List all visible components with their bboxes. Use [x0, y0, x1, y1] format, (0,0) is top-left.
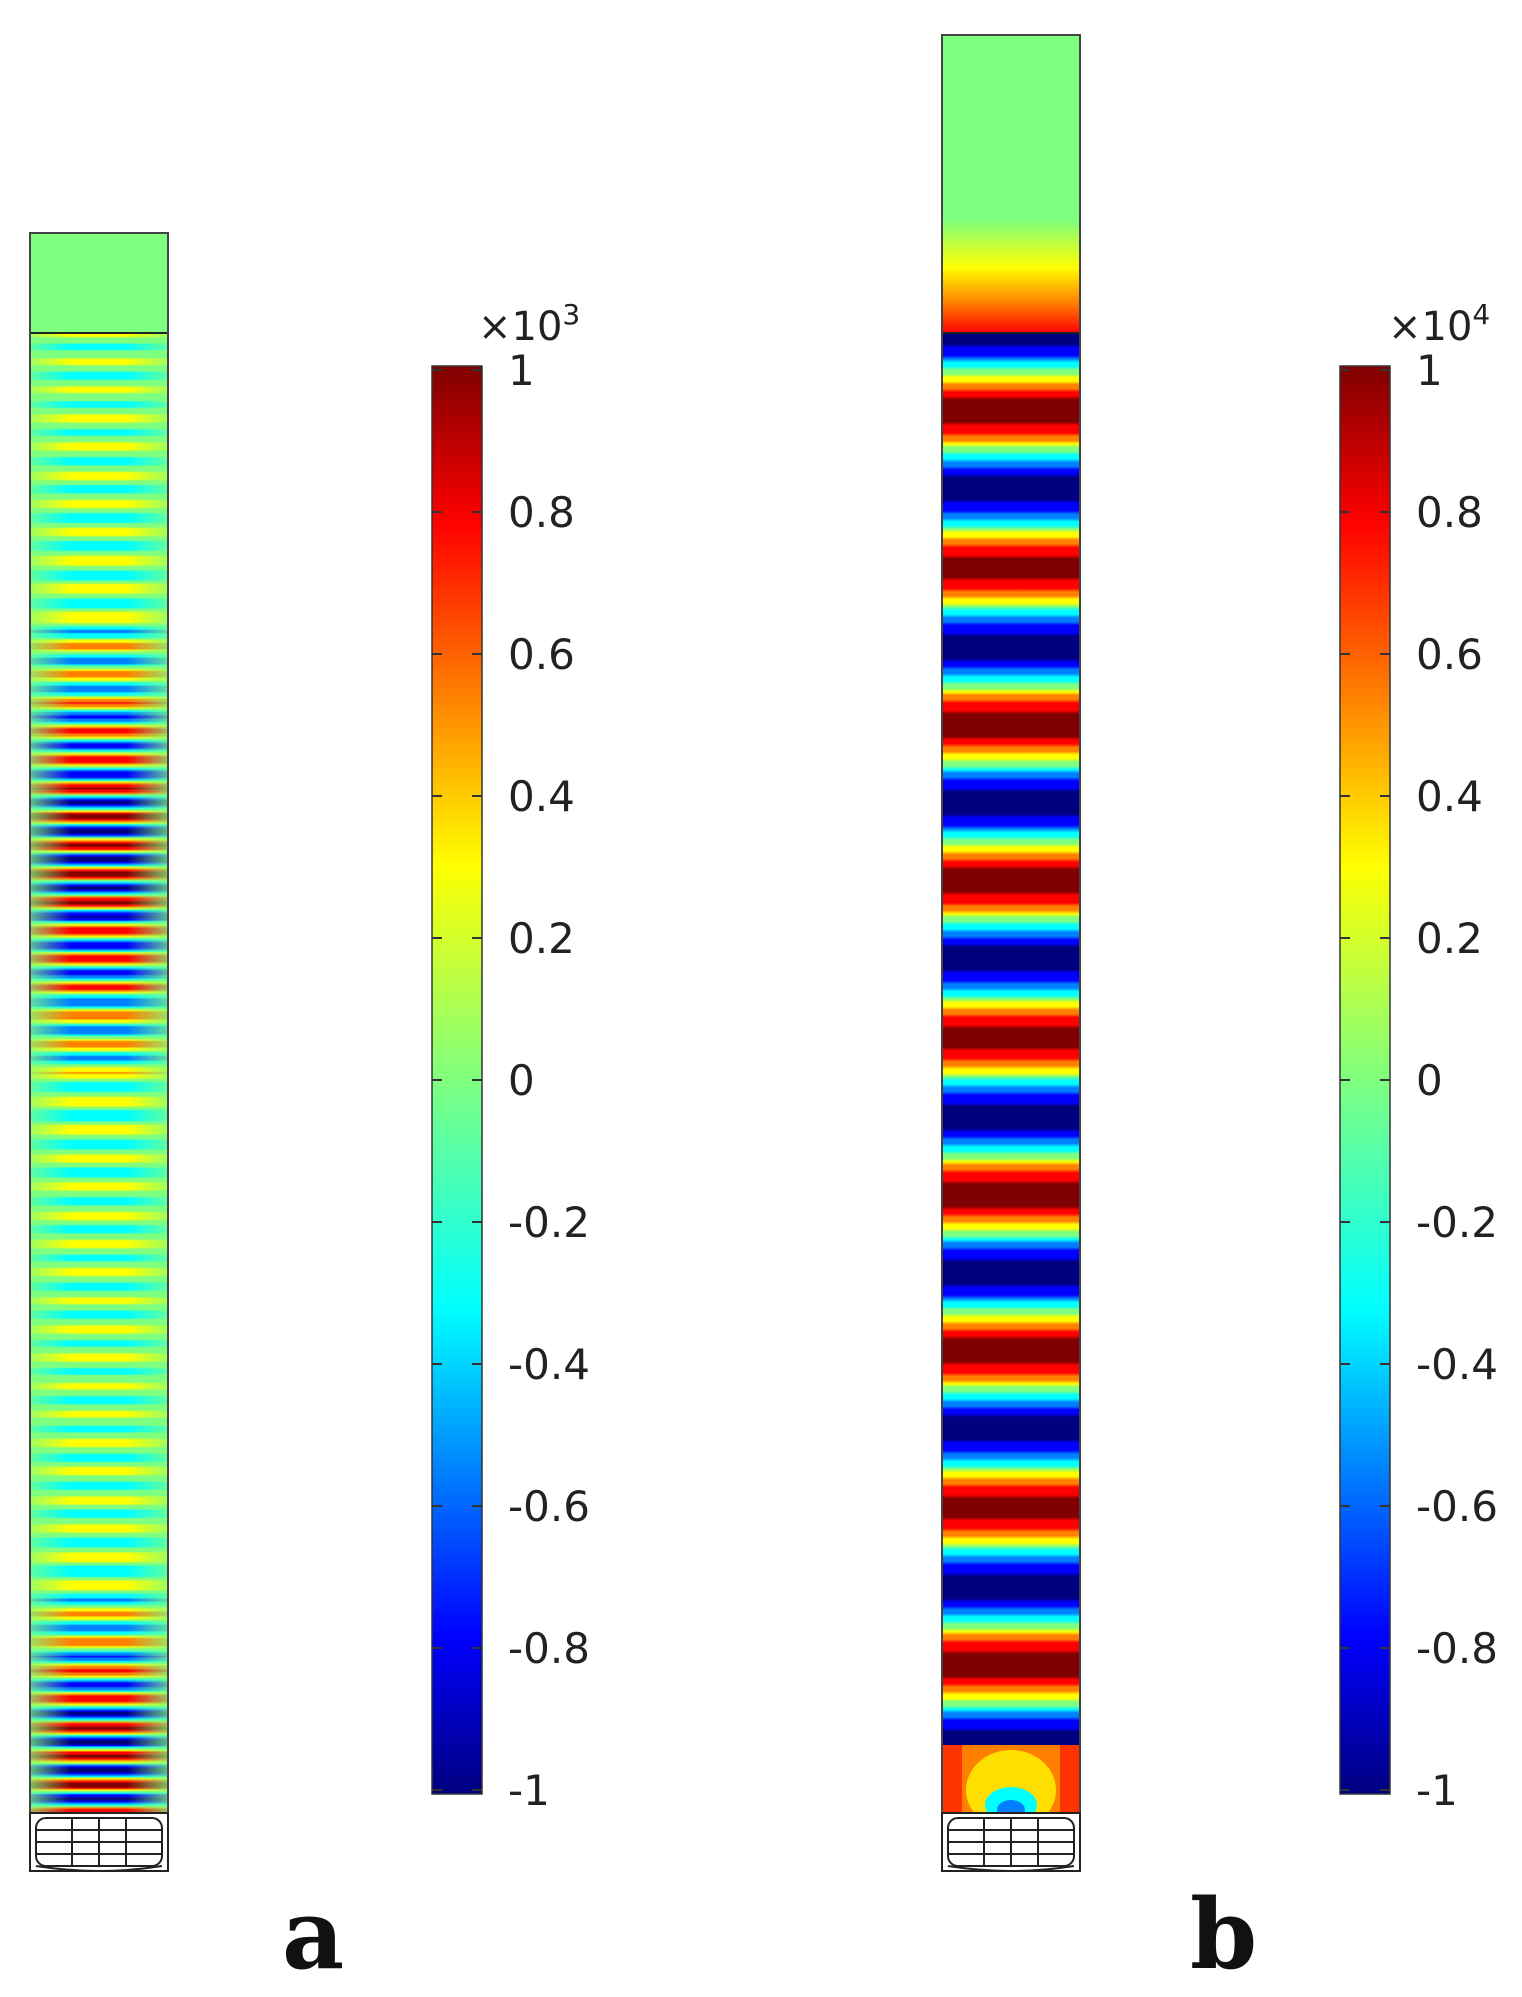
panel-a-field	[30, 333, 168, 1813]
colorbar-tick-label: 1	[508, 346, 535, 395]
colorbar-tick-label: 0.8	[508, 488, 575, 537]
colorbar-tick-label: 0.4	[508, 772, 575, 821]
colorbar-tick-label: -1	[1416, 1766, 1458, 1815]
colorbar-tick-label: 0	[508, 1056, 535, 1105]
panel-b-field	[942, 333, 1080, 1813]
colorbar-tick-label: -0.6	[508, 1482, 590, 1531]
colorbar-a-multiplier: ×103	[478, 298, 580, 350]
colorbar-b: 1 0.8 0.6 0.4 0.2 0 -0.2 -0.4 -0.6 -0.8 -1 ×104	[1339, 298, 1498, 1815]
colorbar-tick-label: 0.6	[1416, 630, 1483, 679]
colorbar-tick-label: 0.8	[1416, 488, 1483, 537]
colorbar-tick-label: 0.6	[508, 630, 575, 679]
colorbar-b-multiplier: ×104	[1388, 298, 1490, 350]
colorbar-tick-label: 0.4	[1416, 772, 1483, 821]
colorbar-a-ticks: 1 0.8 0.6 0.4 0.2 0 -0.2 -0.4 -0.6 -0.8 -1	[432, 346, 590, 1815]
colorbar-tick-label: -0.2	[1416, 1198, 1498, 1247]
panel-a	[29, 232, 169, 1872]
colorbar-tick-label: 0.2	[1416, 914, 1483, 963]
colorbar-tick-label: 0	[1416, 1056, 1443, 1105]
panel-b-top-region	[942, 35, 1080, 333]
colorbar-tick-label: -0.8	[508, 1624, 590, 1673]
colorbar-b-ticks: 1 0.8 0.6 0.4 0.2 0 -0.2 -0.4 -0.6 -0.8 -1	[1340, 346, 1498, 1815]
colorbar-tick-label: -0.4	[508, 1340, 590, 1389]
colorbar-tick-label: 1	[1416, 346, 1443, 395]
panel-label-a: a	[282, 1878, 344, 1991]
panel-b	[941, 34, 1081, 1872]
colorbar-tick-label: -0.2	[508, 1198, 590, 1247]
colorbar-tick-label: -1	[508, 1766, 550, 1815]
panel-b-transducer	[941, 1812, 1081, 1872]
colorbar-tick-label: -0.4	[1416, 1340, 1498, 1389]
panel-a-transducer	[29, 1812, 169, 1872]
colorbar-a: 1 0.8 0.6 0.4 0.2 0 -0.2 -0.4 -0.6 -0.8 -1 ×103	[431, 298, 590, 1815]
colorbar-tick-label: -0.6	[1416, 1482, 1498, 1531]
colorbar-tick-label: 0.2	[508, 914, 575, 963]
colorbar-tick-label: -0.8	[1416, 1624, 1498, 1673]
panel-label-b: b	[1190, 1878, 1257, 1991]
panel-a-top-region	[30, 233, 168, 333]
